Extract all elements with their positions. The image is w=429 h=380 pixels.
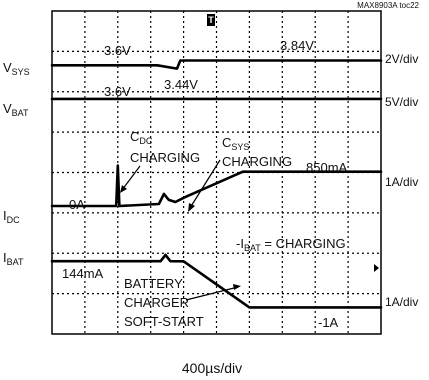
svg-text:T: T [208, 15, 214, 25]
annotation-vsys-before: 3.6V [104, 43, 131, 58]
annotation-softstart-line3: SOFT-START [124, 314, 204, 329]
trigger-marker: T [207, 14, 215, 26]
channel-label-idc: IDC [3, 208, 20, 225]
scale-ibat: 1A/div [385, 295, 418, 309]
annotation-cdc: CDC [130, 129, 153, 146]
annotation-ibat-charging: -IBAT = CHARGING [236, 236, 346, 253]
annotation-idc-final: 850mA [306, 160, 348, 175]
right-edge-marker [374, 264, 379, 272]
trace-idc [50, 164, 383, 208]
scale-vbat: 5V/div [385, 95, 418, 109]
arrow-csys [188, 159, 221, 212]
channel-label-vbat: VBAT [3, 101, 29, 118]
annotation-ibat-initial: 144mA [62, 266, 104, 281]
scale-vsys: 2V/div [385, 52, 418, 66]
annotation-ibat-final: -1A [318, 315, 339, 330]
annotation-vsys-dip: 3.44V [164, 77, 198, 92]
annotation-idc-zero: 0A [69, 197, 85, 212]
annotation-softstart-line2: CHARGER [124, 295, 189, 310]
arrow-cdc [120, 165, 141, 193]
figure-id: MAX8903A toc22 [357, 1, 419, 10]
annotation-cdc-charging: CHARGING [130, 150, 200, 165]
channel-label-ibat: IBAT [3, 250, 24, 267]
arrow-softstart [185, 284, 241, 301]
channel-label-vsys: VSYS [3, 60, 30, 77]
annotation-csys: CSYS [222, 135, 249, 152]
annotation-vsys-after: 3.84V [280, 38, 314, 53]
annotation-csys-charging: CHARGING [222, 154, 292, 169]
annotation-softstart-line1: BATTERY [124, 276, 183, 291]
trace-vsys [50, 59, 383, 70]
trace-ibat [50, 253, 383, 309]
scale-idc: 1A/div [385, 175, 418, 189]
x-axis-label: 400µs/div [182, 360, 242, 376]
annotation-vbat-level: 3.6V [104, 84, 131, 99]
